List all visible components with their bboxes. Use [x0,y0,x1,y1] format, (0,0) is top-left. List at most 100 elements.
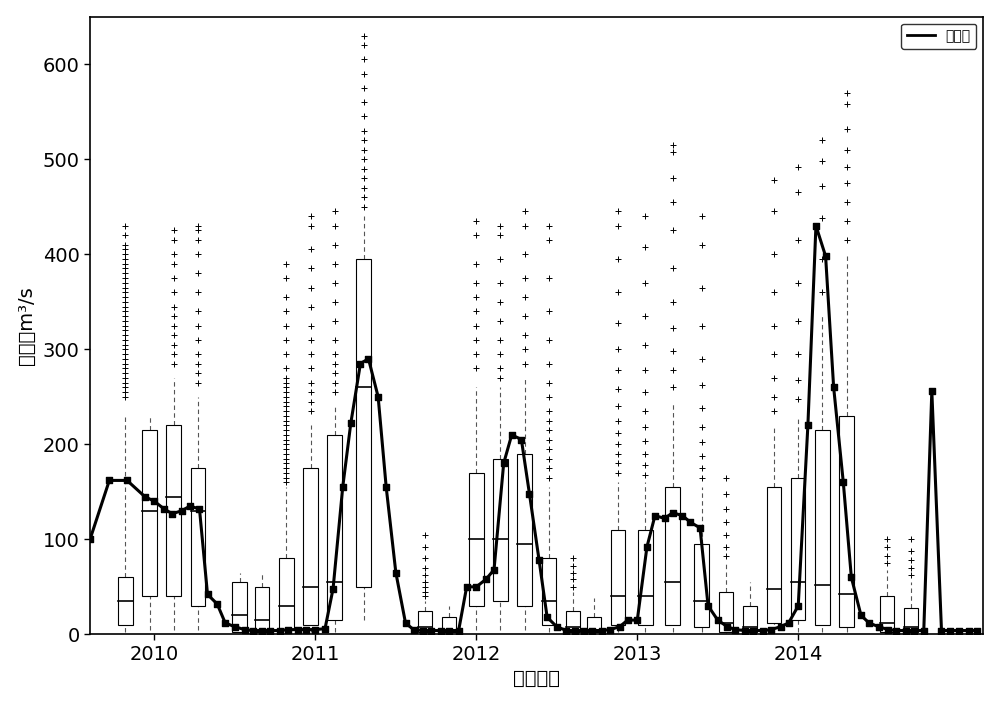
Point [517,343,533,355]
Point [119,474,135,486]
Point [417,581,433,592]
Point [190,334,206,345]
Point [839,99,855,110]
Point [356,54,372,65]
Point [718,503,734,515]
Point [327,220,343,231]
Point [117,244,133,255]
Point [610,467,626,479]
Point [665,140,681,151]
Point [356,125,372,136]
Point [492,372,508,384]
Point [190,377,206,388]
Point [278,400,294,412]
Point [694,239,710,250]
Point [327,277,343,288]
Point [343,418,359,429]
Point [903,534,919,545]
Point [745,625,761,636]
Point [278,362,294,374]
Point [303,263,319,274]
Point [356,30,372,42]
Point [327,206,343,217]
Bar [743,606,757,632]
Point [541,415,557,427]
Point [898,625,914,636]
Point [888,625,904,636]
Point [492,315,508,326]
Point [303,377,319,388]
Point [517,310,533,321]
Bar [694,544,709,627]
Point [541,334,557,345]
Point [839,178,855,189]
Point [190,220,206,231]
Point [190,249,206,260]
Point [370,391,386,403]
Point [558,625,574,636]
Point [814,287,830,298]
Point [451,625,467,636]
Point [513,434,529,445]
Point [190,234,206,245]
Bar [118,577,133,625]
Point [665,173,681,184]
Point [637,241,653,252]
Point [637,339,653,350]
Point [639,541,655,553]
Point [278,334,294,345]
Point [356,82,372,94]
Point [166,310,182,321]
Point [356,182,372,193]
Point [303,405,319,417]
Point [541,306,557,317]
Point [182,501,198,512]
Point [356,135,372,146]
Point [790,600,806,611]
Bar [493,458,508,601]
Point [146,496,162,507]
Point [166,287,182,298]
Point [82,534,98,545]
Point [327,258,343,269]
Point [694,403,710,414]
Point [117,277,133,288]
Point [694,462,710,474]
Point [278,381,294,393]
Point [665,146,681,157]
Point [637,310,653,321]
Point [718,488,734,499]
Point [417,562,433,573]
Point [492,220,508,231]
Point [486,564,502,575]
Point [610,343,626,355]
Point [303,220,319,231]
Point [117,381,133,393]
Point [356,97,372,108]
Point [610,317,626,329]
Point [517,249,533,260]
Point [610,448,626,460]
Point [278,472,294,483]
Bar [255,587,269,632]
Point [303,362,319,374]
Point [423,625,439,636]
Bar [303,468,318,625]
Point [117,272,133,283]
Point [637,448,653,460]
Point [278,386,294,398]
Point [166,358,182,369]
Point [694,422,710,433]
Point [166,258,182,269]
Point [117,334,133,345]
Point [612,621,628,632]
Point [117,320,133,331]
Point [356,192,372,203]
Point [190,358,206,369]
Point [166,348,182,360]
Point [610,439,626,450]
Point [718,541,734,553]
Point [327,239,343,250]
Point [610,220,626,231]
Point [290,624,306,635]
